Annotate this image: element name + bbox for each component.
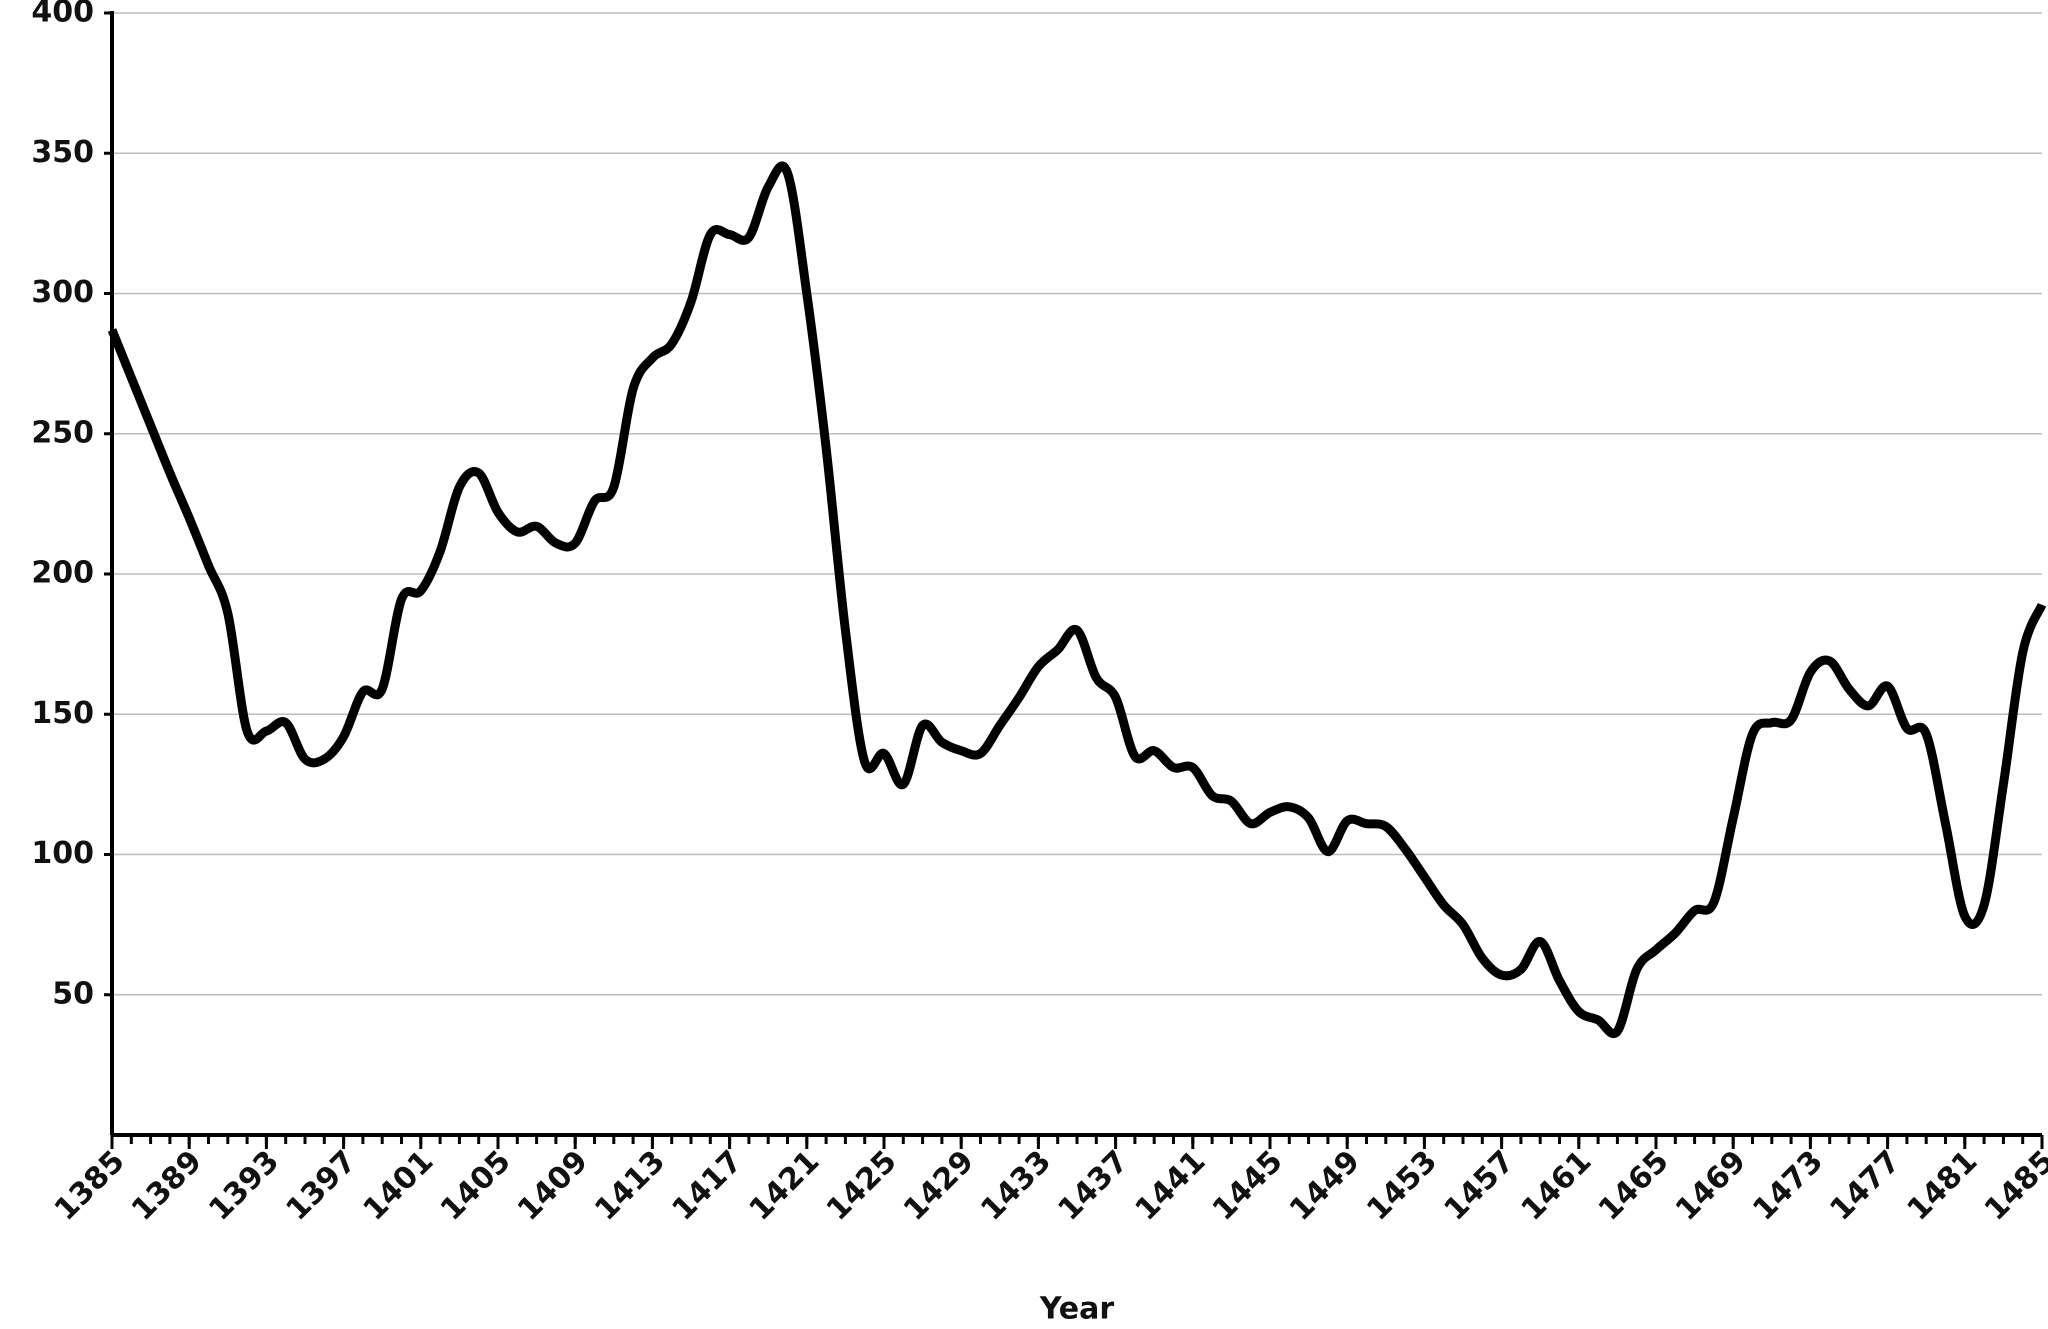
x-tick-label: 1441 (1129, 1144, 1213, 1228)
y-tick-label: 50 (52, 976, 94, 1011)
y-tick-label: 350 (31, 135, 94, 170)
x-tick-label: 1445 (1206, 1144, 1290, 1228)
x-tick-label: 1393 (202, 1144, 286, 1228)
y-tick-label: 200 (31, 556, 94, 591)
x-tick-label: 1417 (665, 1144, 749, 1228)
x-tick-label: 1421 (743, 1144, 827, 1228)
x-tick-label: 1461 (1515, 1144, 1599, 1228)
x-tick-label: 1425 (820, 1144, 904, 1228)
x-tick-label: 1449 (1283, 1144, 1367, 1228)
x-tick-label: 1401 (357, 1144, 441, 1228)
x-tick-label: 1385 (48, 1144, 132, 1228)
data-line (107, 161, 2047, 1038)
x-tick-label: 1429 (897, 1144, 981, 1228)
y-tick-label: 300 (31, 275, 94, 310)
x-tick-label: 1457 (1437, 1144, 1521, 1228)
x-axis-label: Year (1039, 1292, 1115, 1327)
x-tick-label: 1481 (1901, 1144, 1985, 1228)
x-tick-label: 1405 (434, 1144, 518, 1228)
x-tick-label: 1409 (511, 1144, 595, 1228)
x-tick-label: 1437 (1051, 1144, 1135, 1228)
y-tick-label: 100 (31, 836, 94, 871)
y-tick-label: 250 (31, 415, 94, 450)
x-tick-label: 1453 (1360, 1144, 1444, 1228)
x-tick-label: 1469 (1669, 1144, 1753, 1228)
x-tick-label: 1485 (1978, 1144, 2048, 1228)
x-tick-label: 1477 (1823, 1144, 1907, 1228)
y-tick-label: 150 (31, 696, 94, 731)
y-tick-label: 400 (31, 0, 94, 30)
x-tick-label: 1433 (974, 1144, 1058, 1228)
x-tick-label: 1465 (1592, 1144, 1676, 1228)
x-tick-label: 1397 (279, 1144, 363, 1228)
x-tick-label: 1473 (1746, 1144, 1830, 1228)
x-tick-label: 1413 (588, 1144, 672, 1228)
x-tick-label: 1389 (125, 1144, 209, 1228)
